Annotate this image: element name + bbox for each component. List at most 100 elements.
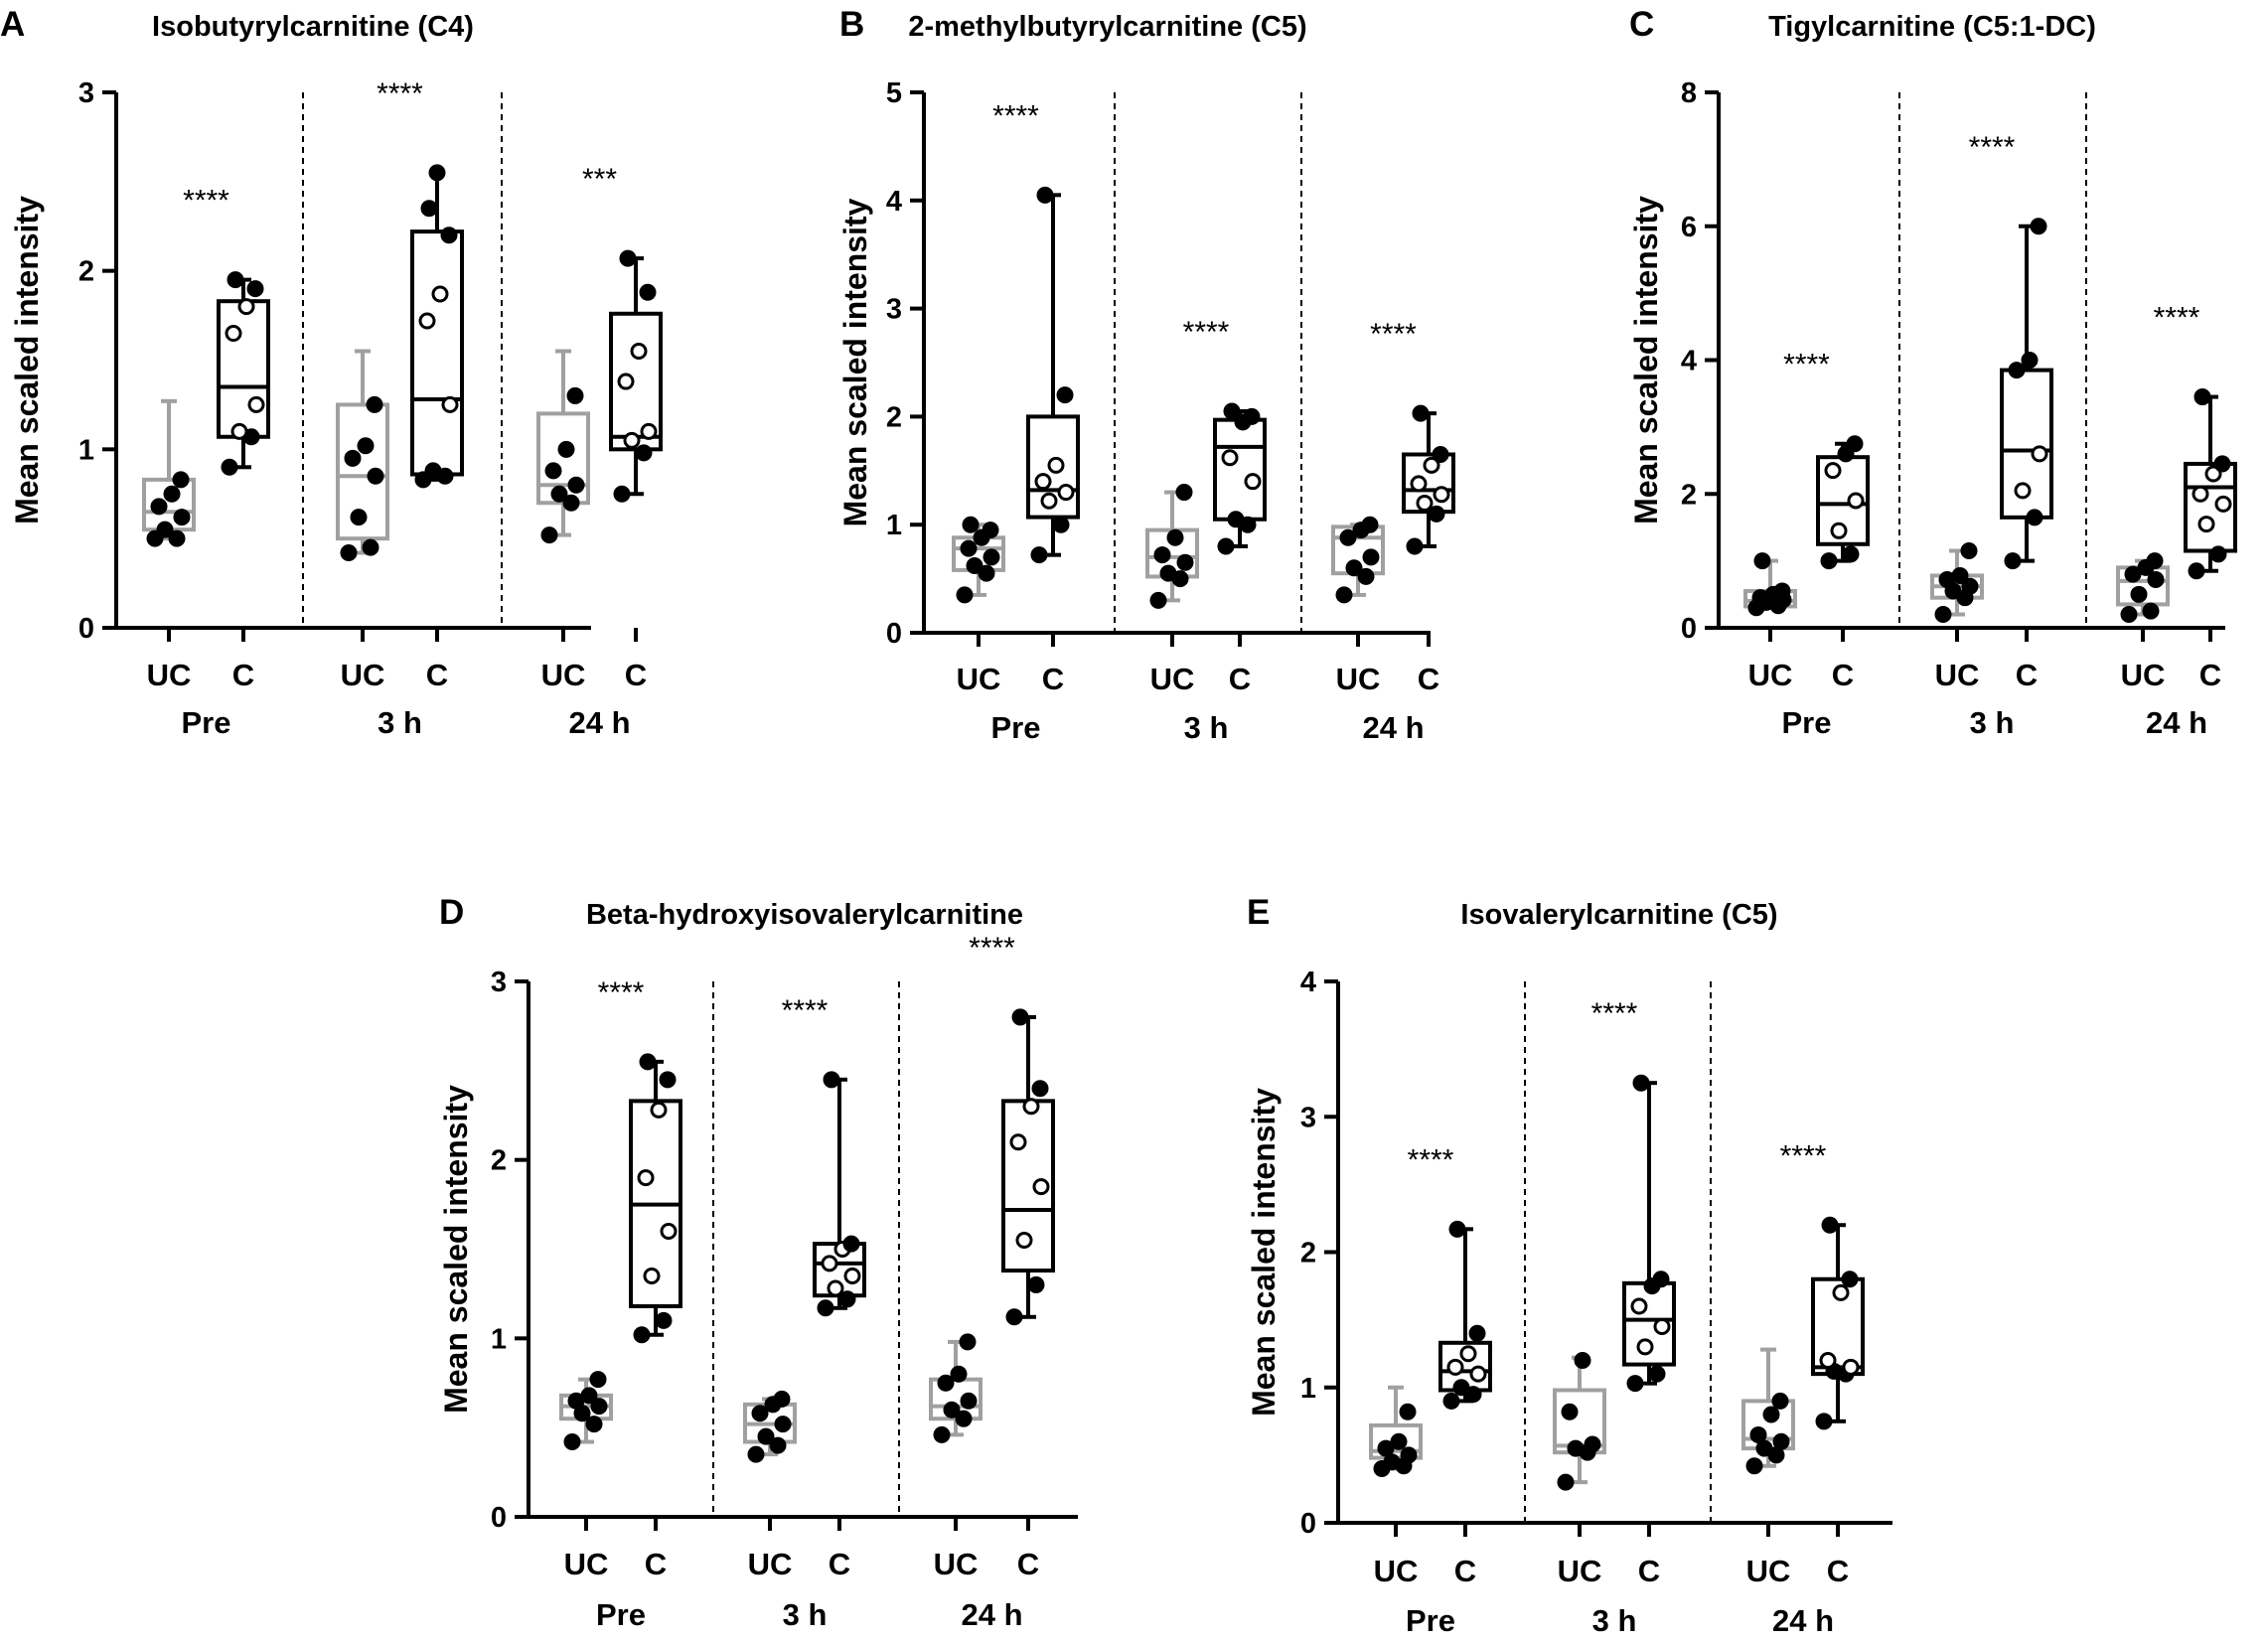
panel-a-y-tick-label: 0 — [78, 613, 94, 645]
panel-a-24h-uc-data-point — [562, 494, 580, 512]
panel-b-y-tick-label: 4 — [886, 186, 902, 218]
panel-d-pre-c-data-point — [659, 1071, 677, 1089]
panel-d-group-label: Pre — [596, 1597, 646, 1632]
panel-e-pre-c-data-point — [1448, 1220, 1466, 1238]
panel-c-24h-uc-data-point — [2146, 552, 2164, 570]
panel-c-24h-c-data-point — [2193, 388, 2211, 406]
panel-e-pre-c-data-point — [1469, 1365, 1487, 1383]
panel-d-y-tick-label: 0 — [491, 1502, 507, 1534]
panel-a-24h-c-data-point — [635, 444, 653, 462]
panel-d-y-tick-label: 2 — [491, 1145, 507, 1177]
panel-c-3h-c-data-point — [2004, 552, 2022, 570]
panel-b-24h-uc-data-point — [1339, 528, 1357, 546]
panel-d-3h-uc-data-point — [747, 1445, 765, 1463]
panel-c-24h-c-data-point — [2192, 485, 2209, 503]
panel-b-3h-uc-data-point — [1166, 528, 1184, 546]
panel-e-y-tick-label: 1 — [1300, 1373, 1316, 1405]
panel-c-group-label: Pre — [1782, 705, 1832, 740]
panel-b-3h-c-data-point — [1217, 537, 1235, 555]
panel-d-x-tick-label: C — [645, 1547, 667, 1581]
panel-e-letter: E — [1247, 893, 1270, 932]
panel-e-3h-c-data-point — [1626, 1375, 1644, 1393]
panel-d-pre-c-data-point — [655, 1311, 673, 1329]
panel-a-significance-label: **** — [377, 77, 423, 110]
panel-a-significance-label: *** — [582, 163, 617, 196]
panel-c-24h-c-data-point — [2214, 495, 2232, 513]
panel-d-3h-uc-data-point — [757, 1427, 775, 1445]
panel-b-title: 2-methylbutyrylcarnitine (C5) — [908, 11, 1306, 43]
panel-c-pre-c-data-point — [1820, 552, 1838, 570]
panel-c-24h-c-data-point — [2213, 455, 2231, 473]
panel-a-3h-c-data-point — [420, 200, 438, 218]
panel-a-24h-c-data-point — [630, 343, 648, 361]
panel-b-3h-c-data-point — [1243, 407, 1261, 425]
panel-b-significance-label: **** — [992, 99, 1039, 132]
panel-a-pre-uc-data-point — [168, 529, 186, 547]
panel-c-24h-uc-data-point — [2147, 570, 2165, 588]
panel-e-24h-c-data-point — [1815, 1413, 1833, 1430]
panel-c-24h-c-data-point — [2209, 545, 2227, 563]
panel-d-24h-uc-data-point — [950, 1365, 968, 1383]
panel-e-24h-uc-data-point — [1745, 1457, 1763, 1475]
panel-d-24h-c-data-point — [1032, 1178, 1050, 1196]
panel-e-pre-c-data-point — [1459, 1345, 1477, 1363]
panel-e-3h-c-data-point — [1632, 1074, 1650, 1092]
panel-e-x-tick-label: UC — [1374, 1554, 1419, 1588]
panel-b-24h-uc-data-point — [1335, 586, 1353, 604]
panel-e-x-tick-label: C — [1638, 1554, 1660, 1588]
panel-d-pre-uc-data-point — [589, 1371, 607, 1389]
panel-b-y-tick-label: 1 — [886, 510, 902, 541]
panel-c-pre-c-data-point — [1846, 435, 1864, 453]
panel-a-24h-c-data-point — [639, 283, 657, 301]
panel-e-3h-uc-data-point — [1584, 1435, 1601, 1453]
panel-e-group-label: Pre — [1406, 1603, 1455, 1638]
panel-a-letter: A — [0, 5, 25, 44]
panel-d-x-tick-label: UC — [934, 1547, 979, 1581]
panel-d-3h-c-data-point — [823, 1071, 840, 1089]
panel-b-24h-uc-data-point — [1345, 559, 1363, 577]
panel-b-y-axis-label: Mean scaled intensity — [837, 198, 873, 526]
panel-c-3h-c-data-point — [2031, 445, 2048, 463]
panel-c-3h-c-data-point — [2014, 482, 2032, 500]
panel-c-3h-uc-data-point — [1951, 566, 1969, 584]
panel-b-3h-c-data-point — [1221, 449, 1239, 467]
panel-b-3h-uc-data-point — [1149, 591, 1167, 609]
panel-a-group-label: Pre — [182, 705, 231, 740]
panel-e-3h-c-data-point — [1652, 1270, 1670, 1288]
panel-b-24h-c-data-point — [1406, 537, 1424, 555]
panel-b-24h-uc-data-point — [1361, 516, 1379, 533]
panel-c-24h-c-data-point — [2188, 562, 2205, 580]
panel-e-y-tick-label: 3 — [1300, 1102, 1316, 1133]
panel-e-x-tick-label: UC — [1558, 1554, 1602, 1588]
panel-c-3h-uc-data-point — [1960, 542, 1978, 560]
panel-b-24h-uc-data-point — [1357, 567, 1375, 585]
panel-d-24h-uc-data-point — [933, 1425, 951, 1443]
panel-c-24h-uc-data-point — [2120, 606, 2138, 624]
panel-c-24h-c-data-point — [2197, 516, 2215, 533]
panel-b-3h-c-data-point — [1244, 473, 1262, 491]
panel-e-24h-uc-data-point — [1772, 1432, 1790, 1450]
panel-b-pre-c-data-point — [1040, 492, 1058, 510]
panel-d-3h-c-data-point — [842, 1235, 860, 1253]
panel-b-3h-uc-data-point — [1153, 546, 1171, 564]
panel-a-title: Isobutyrylcarnitine (C4) — [152, 11, 474, 43]
panel-a-y-tick-label: 1 — [78, 434, 94, 466]
panel-b-x-tick-label: C — [1229, 662, 1251, 696]
panel-e-3h-c-data-point — [1636, 1338, 1654, 1356]
panel-d-24h-uc-data-point — [937, 1374, 955, 1392]
panel-e-pre-uc-data-point — [1377, 1439, 1395, 1457]
panel-d-y-tick-label: 1 — [491, 1323, 507, 1355]
panel-b-3h-c-box — [1213, 417, 1267, 522]
panel-a-24h-uc-data-point — [544, 462, 562, 480]
panel-e-24h-c-data-point — [1821, 1216, 1839, 1234]
panel-b-group-label: Pre — [991, 710, 1041, 745]
panel-c-x-tick-label: UC — [1935, 658, 1980, 692]
panel-b-group-label: 24 h — [1362, 710, 1424, 745]
panel-b-pre-uc-data-point — [960, 539, 978, 557]
panel-a-x-tick-label: C — [426, 658, 448, 692]
panel-b-24h-c-data-point — [1432, 445, 1449, 463]
panel-d-significance-label: **** — [782, 994, 829, 1027]
panel-c-x-tick-label: UC — [1748, 658, 1793, 692]
panel-a-y-axis-label: Mean scaled intensity — [9, 196, 45, 524]
panel-d-24h-uc-data-point — [960, 1392, 978, 1410]
